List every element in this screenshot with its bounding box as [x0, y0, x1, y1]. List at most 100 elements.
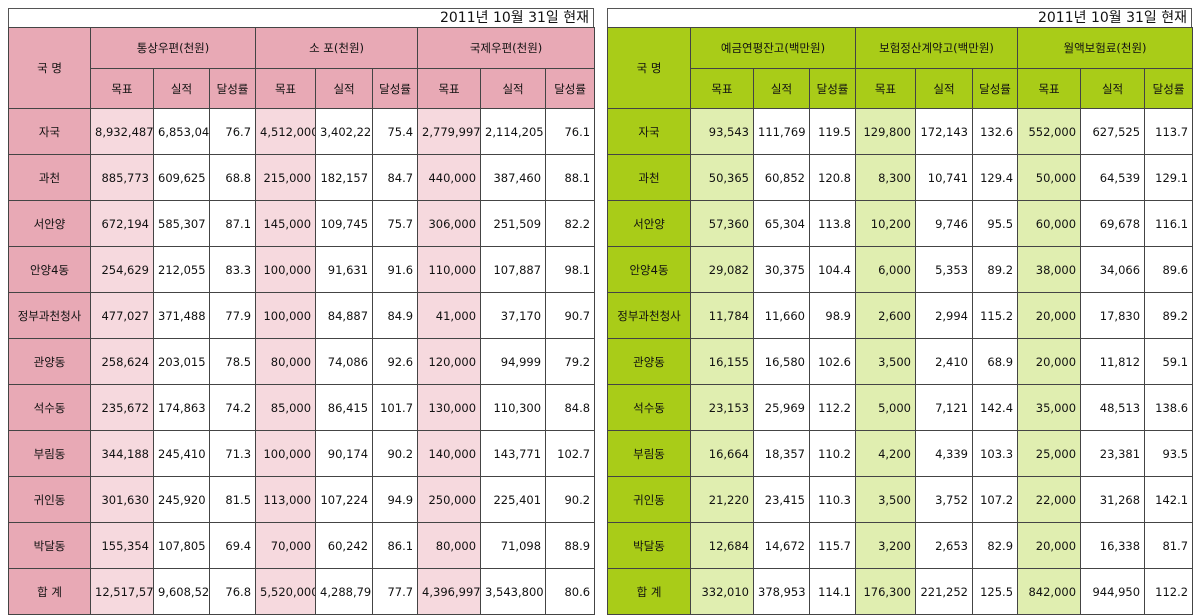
target-cell: 100,000: [255, 430, 317, 477]
target-cell: 332,010: [690, 568, 754, 615]
table-row: 관양동 258,624 203,015 78.5 80,000 74,086 92.6 120…: [8, 338, 596, 385]
actual-cell: 25,969: [753, 384, 810, 431]
target-cell: 80,000: [417, 522, 482, 569]
actual-cell: 3,402,229: [315, 108, 374, 155]
rate-cell: 89.6: [1144, 246, 1194, 293]
office-name-cell: 정부과천청사: [8, 292, 91, 339]
office-name-cell: 박달동: [607, 522, 691, 569]
rate-cell: 101.7: [372, 384, 419, 431]
actual-cell: 2,653: [915, 522, 973, 569]
target-cell: 258,624: [90, 338, 154, 385]
office-name-cell: 석수동: [607, 384, 691, 431]
target-cell: 440,000: [417, 154, 482, 201]
rate-cell: 89.2: [971, 246, 1019, 293]
target-cell: 80,000: [255, 338, 317, 385]
rate-cell: 92.6: [372, 338, 419, 385]
left-panel: 2011년 10월 31일 현재 국 명 통상우편(천원) 소 포(천원) 국제…: [8, 8, 596, 615]
rate-header: 달성률: [971, 68, 1019, 109]
office-name-cell: 석수동: [8, 384, 91, 431]
actual-cell: 2,994: [915, 292, 973, 339]
table-row: 안양4동 29,082 30,375 104.4 6,000 5,353 89.2 38,00…: [607, 246, 1194, 293]
table-row: 자국 93,543 111,769 119.5 129,800 172,143 132.6 5…: [607, 108, 1194, 155]
target-header: 목표: [417, 68, 482, 109]
table-row: 정부과천청사 477,027 371,488 77.9 100,000 84,887 84.…: [8, 292, 596, 339]
rate-cell: 102.6: [809, 338, 856, 385]
target-cell: 50,365: [690, 154, 754, 201]
group-header: 보험정산계약고(백만원): [854, 27, 1019, 69]
actual-cell: 31,268: [1080, 476, 1146, 523]
table-row: 합 계12,517,5789,608,52876.85,520,0004,288…: [8, 568, 596, 615]
rate-cell: 110.2: [809, 430, 856, 477]
rate-cell: 94.9: [372, 476, 419, 523]
group-header: 국제우편(천원): [417, 27, 596, 69]
actual-cell: 14,672: [753, 522, 810, 569]
actual-cell: 23,381: [1080, 430, 1146, 477]
group-header: 월액보험료(천원): [1017, 27, 1194, 69]
actual-cell: 16,580: [753, 338, 810, 385]
actual-cell: 9,746: [915, 200, 973, 247]
rate-cell: 113.8: [809, 200, 856, 247]
target-cell: 145,000: [255, 200, 317, 247]
right-date-label: 2011년 10월 31일 현재: [607, 8, 1192, 27]
right-table: 국 명 예금연평잔고(백만원) 보험정산계약고(백만원) 월액보험료(천원) 목…: [607, 27, 1194, 615]
target-cell: 25,000: [1017, 430, 1082, 477]
rate-cell: 90.7: [545, 292, 596, 339]
rate-cell: 125.5: [971, 568, 1019, 615]
target-cell: 4,512,000: [255, 108, 317, 155]
rate-cell: 112.2: [809, 384, 856, 431]
office-name-cell: 합 계: [8, 568, 91, 615]
target-cell: 254,629: [90, 246, 154, 293]
office-name-cell: 부림동: [8, 430, 91, 477]
rate-header: 달성률: [809, 68, 856, 109]
table-row: 귀인동 301,630 245,920 81.5 113,000 107,224 94.9 2…: [8, 476, 596, 523]
actual-cell: 5,353: [915, 246, 973, 293]
rate-cell: 120.8: [809, 154, 856, 201]
target-cell: 29,082: [690, 246, 754, 293]
actual-cell: 9,608,528: [153, 568, 210, 615]
actual-cell: 221,252: [915, 568, 973, 615]
target-cell: 344,188: [90, 430, 154, 477]
rate-cell: 79.2: [545, 338, 596, 385]
actual-cell: 143,771: [480, 430, 547, 477]
target-cell: 5,000: [855, 384, 916, 431]
office-name-cell: 자국: [607, 108, 691, 155]
office-name-cell: 박달동: [8, 522, 91, 569]
target-cell: 250,000: [417, 476, 482, 523]
target-cell: 16,664: [690, 430, 754, 477]
left-table: 국 명 통상우편(천원) 소 포(천원) 국제우편(천원) 목표 실적 달성률 …: [8, 27, 596, 615]
target-cell: 140,000: [417, 430, 482, 477]
target-cell: 842,000: [1017, 568, 1082, 615]
target-cell: 38,000: [1017, 246, 1082, 293]
target-cell: 477,027: [90, 292, 154, 339]
target-cell: 21,220: [690, 476, 754, 523]
target-cell: 41,000: [417, 292, 482, 339]
actual-cell: 111,769: [753, 108, 810, 155]
actual-cell: 182,157: [315, 154, 374, 201]
table-row: 과천 50,365 60,852 120.8 8,300 10,741 129.4 50,00…: [607, 154, 1194, 201]
target-cell: 20,000: [1017, 338, 1082, 385]
office-name-cell: 과천: [8, 154, 91, 201]
actual-cell: 3,752: [915, 476, 973, 523]
rate-cell: 116.1: [1144, 200, 1194, 247]
actual-header: 실적: [915, 68, 973, 109]
rate-cell: 93.5: [1144, 430, 1194, 477]
actual-cell: 10,741: [915, 154, 973, 201]
actual-cell: 107,224: [315, 476, 374, 523]
target-cell: 3,200: [855, 522, 916, 569]
actual-header: 실적: [480, 68, 547, 109]
table-row: 부림동 344,188 245,410 71.3 100,000 90,174 90.2 14…: [8, 430, 596, 477]
target-cell: 4,200: [855, 430, 916, 477]
rate-cell: 87.1: [208, 200, 257, 247]
actual-cell: 91,631: [315, 246, 374, 293]
rate-cell: 107.2: [971, 476, 1019, 523]
target-cell: 3,500: [855, 338, 916, 385]
target-cell: 552,000: [1017, 108, 1082, 155]
target-cell: 100,000: [255, 246, 317, 293]
target-cell: 12,684: [690, 522, 754, 569]
actual-header: 실적: [315, 68, 374, 109]
rate-cell: 82.2: [545, 200, 596, 247]
actual-cell: 34,066: [1080, 246, 1146, 293]
target-cell: 110,000: [417, 246, 482, 293]
actual-header: 실적: [753, 68, 810, 109]
target-cell: 4,396,997: [417, 568, 482, 615]
